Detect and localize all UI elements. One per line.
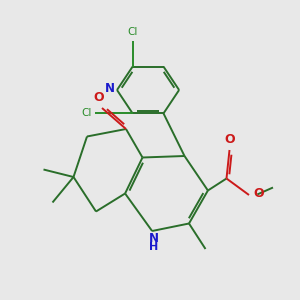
Text: H: H: [149, 242, 158, 251]
Text: O: O: [93, 92, 104, 104]
Text: O: O: [254, 187, 264, 200]
Text: Cl: Cl: [82, 108, 92, 118]
Text: Cl: Cl: [128, 27, 138, 37]
Text: O: O: [224, 133, 235, 146]
Text: N: N: [148, 232, 159, 245]
Text: N: N: [105, 82, 115, 95]
